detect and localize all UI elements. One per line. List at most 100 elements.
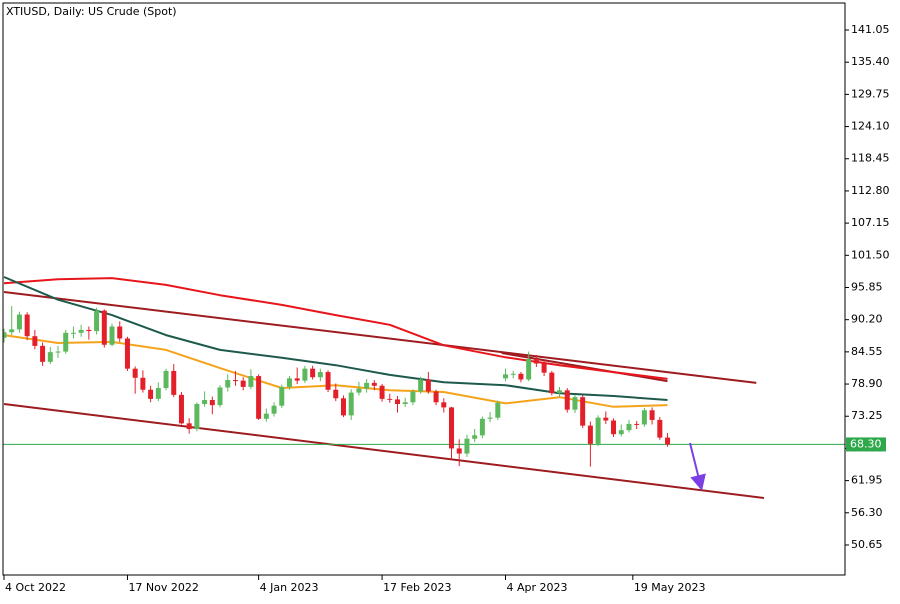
candle-body — [665, 437, 671, 445]
y-tick-label: 112.80 — [851, 184, 890, 197]
candle-body — [256, 376, 262, 419]
candle-body — [387, 398, 393, 400]
last-price-box — [846, 437, 886, 452]
candle-body — [572, 397, 578, 410]
y-tick-label: 101.50 — [851, 248, 890, 261]
candle-body — [641, 410, 647, 425]
candle-body — [533, 358, 539, 364]
candle-body — [32, 336, 38, 346]
y-tick-label: 118.45 — [851, 152, 890, 165]
candle-body — [86, 329, 92, 332]
candle-body — [449, 407, 455, 449]
candle-body — [248, 376, 254, 387]
candle-body — [163, 370, 169, 389]
candle-body — [202, 399, 208, 404]
x-tick-label: 19 May 2023 — [634, 581, 706, 594]
trend-line — [3, 291, 757, 384]
candle-body — [325, 372, 331, 390]
candle-body — [9, 329, 15, 333]
candle-body — [171, 370, 177, 395]
y-tick-label: 84.55 — [851, 345, 883, 358]
candle-body — [279, 386, 285, 406]
candle-body — [140, 377, 146, 390]
y-tick-label: 78.90 — [851, 377, 883, 390]
candle-body — [634, 423, 640, 425]
plot-area — [3, 276, 845, 499]
candle-body — [55, 351, 61, 353]
candle-body — [40, 345, 46, 362]
candle-body — [302, 368, 308, 381]
candle-body — [541, 363, 547, 373]
candle-body — [178, 394, 184, 424]
candle-body — [263, 413, 269, 419]
candle-body — [132, 368, 138, 378]
candle-body — [186, 423, 192, 430]
candle-body — [549, 372, 555, 394]
candle-body — [225, 380, 231, 388]
candle-body — [464, 438, 470, 454]
candle-body — [47, 352, 53, 362]
candle-body — [356, 388, 362, 393]
candle-body — [510, 373, 516, 375]
candle-body — [155, 388, 161, 399]
candle-body — [425, 379, 431, 392]
candle-body — [418, 379, 424, 392]
candle-body — [557, 390, 563, 394]
candle-body — [232, 380, 238, 382]
candle-body — [580, 397, 586, 426]
candle-body — [564, 390, 570, 410]
trend-line — [3, 403, 765, 499]
candle-body — [194, 403, 200, 430]
last-price-label: 68.30 — [850, 437, 882, 450]
moving-average — [3, 277, 668, 380]
y-tick-label: 124.10 — [851, 120, 890, 133]
candle-body — [603, 417, 609, 421]
y-tick-label: 61.95 — [851, 474, 883, 487]
candle-body — [618, 430, 624, 435]
candle-body — [472, 435, 478, 439]
chart-title: XTIUSD, Daily: US Crude (Spot) — [6, 5, 177, 18]
candle-body — [364, 382, 370, 389]
y-tick-label: 95.85 — [851, 280, 883, 293]
arrow-annotation — [689, 442, 706, 491]
candle-body — [148, 389, 154, 399]
candle-body — [117, 326, 123, 339]
x-tick-label: 17 Nov 2022 — [128, 581, 198, 594]
y-tick-label: 90.20 — [851, 313, 883, 326]
candle-body — [317, 372, 323, 378]
candle-body — [371, 382, 377, 386]
candle-body — [394, 399, 400, 404]
candle-body — [402, 402, 408, 404]
candle-body — [94, 310, 100, 332]
x-tick-label: 4 Oct 2022 — [5, 581, 66, 594]
candle-body — [587, 425, 593, 444]
candle-body — [78, 329, 84, 333]
candle-body — [286, 378, 292, 387]
candle-body — [410, 391, 416, 403]
candle-body — [3, 332, 7, 338]
candle-body — [595, 417, 601, 444]
candle-body — [626, 423, 632, 431]
candle-body — [333, 389, 339, 399]
candle-body — [101, 310, 107, 345]
candle-body — [649, 410, 655, 420]
candle-body — [209, 399, 215, 406]
candle-body — [433, 391, 439, 403]
candle-body — [340, 398, 346, 416]
candle-body — [63, 332, 69, 352]
candle-body — [526, 358, 532, 380]
candle-body — [217, 387, 223, 406]
candle-body — [109, 326, 115, 345]
x-tick-label: 4 Jan 2023 — [260, 581, 319, 594]
candle-body — [240, 380, 246, 387]
candle-body — [441, 402, 447, 408]
candle-body — [495, 402, 501, 418]
candle-body — [379, 385, 385, 399]
candle-body — [518, 373, 524, 380]
candle-body — [271, 405, 277, 414]
y-tick-label: 129.75 — [851, 87, 890, 100]
candle-body — [16, 314, 22, 330]
candle-body — [70, 332, 76, 334]
